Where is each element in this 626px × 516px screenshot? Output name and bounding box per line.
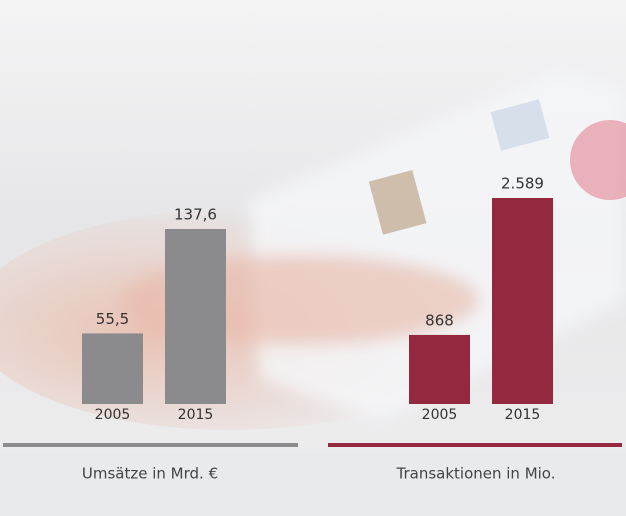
x-axis-label: Transaktionen in Mio. (396, 465, 556, 483)
body: {"chart_data": [ {"type": "bar", "catego… (0, 0, 626, 516)
bar (165, 229, 226, 404)
x-axis-label: Umsätze in Mrd. € (82, 465, 218, 483)
x-tick-label: 2015 (505, 407, 541, 423)
page: Karten-Statistik html, body { margin: 0;… (0, 0, 626, 516)
x-tick-label: 2005 (422, 407, 458, 423)
bar (492, 198, 553, 404)
value-label: 2.589 (501, 175, 544, 193)
bar (82, 333, 143, 404)
x-tick-label: 2015 (178, 407, 214, 423)
value-label: 55,5 (96, 310, 129, 328)
x-tick-label: 2005 (95, 407, 131, 423)
divider-line (328, 443, 622, 447)
value-label: 868 (425, 311, 454, 329)
chart: 55,5 2005 137,6 2015 Umsätze in Mrd. € 868 200… (0, 0, 626, 516)
value-label: 137,6 (174, 206, 217, 224)
divider-line (3, 443, 298, 447)
bar (409, 335, 470, 404)
footer-panel (0, 449, 626, 516)
